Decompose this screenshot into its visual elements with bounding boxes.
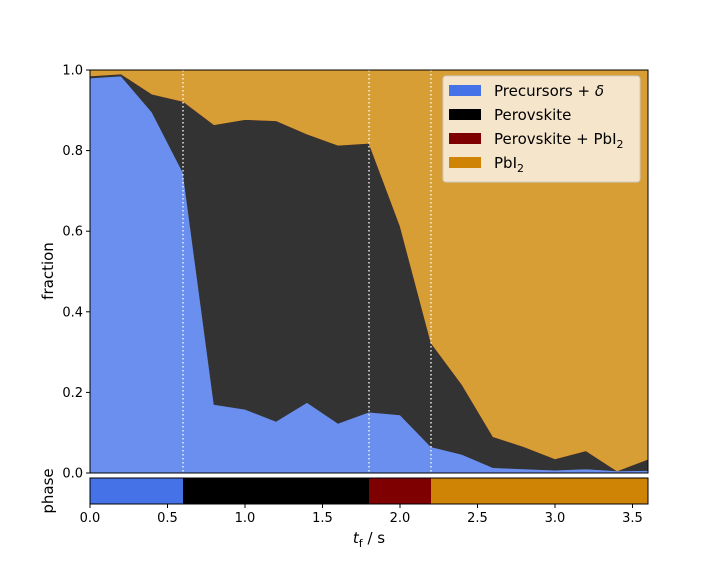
y-tick-label-4: 0.8 — [62, 144, 83, 159]
legend-label-0: Precursors + δ — [494, 82, 604, 100]
legend-label-2: Perovskite + PbI2 — [494, 130, 624, 151]
legend-swatch-3 — [449, 157, 481, 168]
x-tick-label-4: 2.0 — [390, 511, 411, 526]
x-axis-label-subscript: f — [359, 537, 364, 550]
x-tick-label-7: 3.5 — [622, 511, 643, 526]
x-axis-label-unit: / s — [363, 529, 386, 547]
phase-boundary-lines — [182, 70, 432, 473]
y-tick-label-5: 1.0 — [62, 64, 83, 79]
legend-label-3: PbI2 — [494, 154, 524, 175]
x-axis-label: tf / s — [353, 529, 385, 550]
legend: Precursors + δ Perovskite Perovskite + PbI… — [442, 75, 641, 183]
y-tick-label-1: 0.2 — [62, 386, 83, 401]
main-plot-frame — [89, 69, 649, 474]
legend-box — [442, 75, 641, 183]
phase-segment-3 — [431, 478, 648, 504]
legend-label-1: Perovskite — [494, 106, 571, 124]
y-tick-label-2: 0.4 — [62, 305, 83, 320]
x-tick-label-5: 2.5 — [467, 511, 488, 526]
x-tick-label-1: 0.5 — [157, 511, 178, 526]
legend-swatch-2 — [449, 133, 481, 144]
x-axis-ticks: 0.0 0.5 1.0 1.5 2.0 2.5 3.0 3.5 — [80, 504, 643, 526]
phase-axis-label: phase — [39, 468, 57, 513]
phase-bar — [90, 478, 648, 504]
x-tick-label-6: 3.0 — [545, 511, 566, 526]
x-tick-label-2: 1.0 — [235, 511, 256, 526]
y-tick-label-0: 0.0 — [62, 467, 83, 482]
y-tick-label-3: 0.6 — [62, 225, 83, 240]
x-tick-label-3: 1.5 — [312, 511, 333, 526]
legend-swatch-0 — [449, 85, 481, 96]
legend-swatch-1 — [449, 109, 481, 120]
y-axis-ticks: 0.0 0.2 0.4 0.6 0.8 1.0 — [62, 64, 90, 482]
x-axis-label-symbol: t — [353, 529, 360, 547]
x-tick-label-0: 0.0 — [80, 511, 101, 526]
phase-segment-0 — [90, 478, 183, 504]
phase-segment-1 — [183, 478, 369, 504]
y-axis-label: fraction — [39, 242, 57, 300]
phase-bar-frame — [89, 477, 649, 505]
phase-segment-2 — [369, 478, 431, 504]
